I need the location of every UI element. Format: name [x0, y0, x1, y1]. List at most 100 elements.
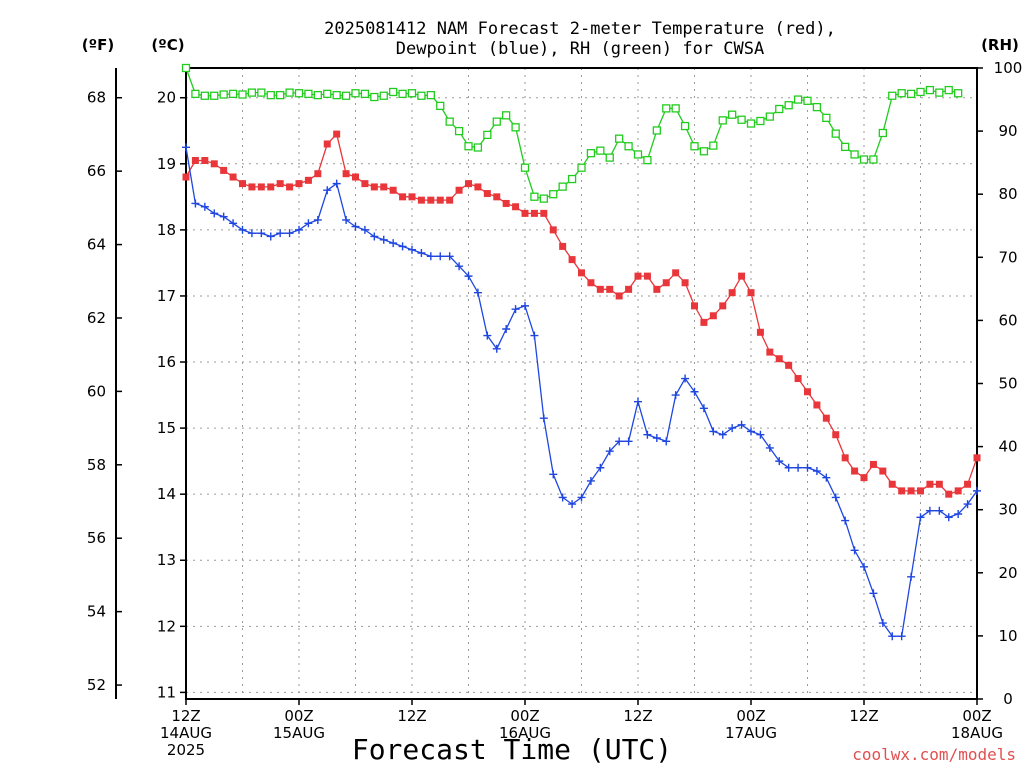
temperature-point — [615, 292, 623, 300]
temperature-point — [606, 285, 614, 293]
dewpoint-point — [539, 414, 548, 423]
rh-point — [558, 182, 567, 191]
temperature-point — [465, 180, 472, 188]
rh-point — [323, 89, 332, 99]
rh-point — [389, 87, 398, 97]
dewpoint-point — [963, 500, 972, 509]
rh-tick-label: 0 — [1003, 690, 1013, 708]
dewpoint-point — [219, 212, 228, 221]
temperature-point — [549, 226, 557, 234]
rh-point — [680, 121, 690, 131]
dewpoint-point — [681, 374, 690, 383]
dewpoint-point — [398, 242, 407, 251]
rh-point — [888, 91, 897, 100]
temperature-point — [304, 176, 312, 184]
rh-point — [567, 174, 577, 184]
rh-point — [426, 90, 435, 100]
dewpoint-point — [747, 427, 755, 436]
x-tick-label: 12Z — [397, 707, 426, 725]
dewpoint-point — [351, 222, 360, 231]
rh-point — [652, 126, 661, 135]
rh-point — [624, 142, 633, 151]
dewpoint-point — [869, 589, 878, 598]
dewpoint-point — [671, 391, 680, 400]
temperature-point — [201, 157, 209, 165]
temperature-point — [512, 203, 520, 211]
dewpoint-point — [483, 331, 492, 340]
dewpoint-point — [200, 202, 209, 211]
dewpoint-point — [577, 493, 586, 502]
rh-point — [831, 129, 840, 138]
temperature-point — [210, 160, 218, 168]
rh-point — [200, 91, 209, 100]
rh-point — [878, 128, 887, 138]
dewpoint-point — [615, 437, 624, 446]
rh-tick-label: 30 — [998, 501, 1017, 519]
temperature-point — [248, 183, 256, 191]
temperature-point — [352, 173, 359, 181]
x-tick-label: 12Z — [849, 707, 878, 725]
rh-point — [822, 113, 831, 122]
rh-point — [756, 116, 765, 126]
temperature-point — [578, 269, 585, 277]
temperature-point — [700, 318, 708, 326]
rh-point — [784, 101, 793, 110]
rh-point — [483, 130, 492, 140]
dewpoint-point — [897, 632, 906, 641]
dewpoint-point — [549, 470, 558, 479]
rh-point — [944, 85, 953, 95]
x-tick-label: 00Z — [284, 707, 313, 725]
fahrenheit-tick-label: 52 — [87, 676, 106, 694]
temperature-point — [785, 361, 793, 369]
x-tick-label: 00Z — [962, 707, 991, 725]
dewpoint-point — [276, 229, 285, 238]
temperature-point — [662, 279, 670, 287]
temperature-point — [756, 328, 764, 336]
x-tick-label: 00Z — [510, 707, 539, 725]
dewpoint-point — [492, 344, 501, 353]
x-axis-title: Forecast Time (UTC) — [352, 733, 672, 766]
dewpoint-point — [812, 467, 821, 476]
temperature-point — [709, 312, 717, 320]
fahrenheit-tick-label: 66 — [87, 162, 106, 180]
dewpoint-point — [436, 252, 445, 261]
temperature-point — [841, 454, 849, 462]
dewpoint-point — [210, 209, 219, 218]
dewpoint-point — [464, 272, 473, 281]
temperature-point — [399, 193, 407, 201]
temperature-point — [691, 302, 698, 310]
rh-point — [539, 194, 548, 203]
dewpoint-point — [690, 387, 699, 396]
dewpoint-point — [643, 430, 652, 439]
rh-point — [775, 104, 784, 114]
fahrenheit-tick-label: 56 — [87, 529, 106, 547]
rh-point — [285, 88, 294, 97]
rh-point — [436, 101, 445, 111]
series-layer — [181, 63, 981, 641]
rh-point — [351, 89, 360, 98]
rh-point — [219, 90, 228, 99]
x-tick-label: 00Z — [736, 707, 765, 725]
rh-point — [549, 190, 558, 199]
temperature-point — [436, 196, 444, 204]
temperature-point — [738, 272, 746, 280]
fahrenheit-tick-label: 54 — [87, 603, 106, 621]
temperature-point — [267, 183, 275, 191]
celsius-tick-label: 17 — [157, 287, 176, 305]
temperature-point — [502, 199, 510, 207]
temperature-point — [766, 348, 774, 356]
dewpoint-point — [765, 443, 774, 452]
temperature-point — [860, 474, 868, 482]
temperature-point — [191, 157, 199, 165]
dewpoint-point — [455, 262, 464, 271]
rh-point — [520, 163, 530, 172]
dewpoint-point — [916, 513, 925, 522]
rh-tick-label: 20 — [998, 564, 1017, 582]
rh-point — [897, 89, 906, 98]
dewpoint-point — [285, 229, 294, 238]
celsius-tick-label: 18 — [157, 221, 176, 239]
dewpoint-point — [568, 500, 577, 509]
temperature-point — [229, 173, 237, 181]
temperature-point — [634, 272, 642, 280]
x-tick-label: 18AUG — [951, 724, 1003, 742]
